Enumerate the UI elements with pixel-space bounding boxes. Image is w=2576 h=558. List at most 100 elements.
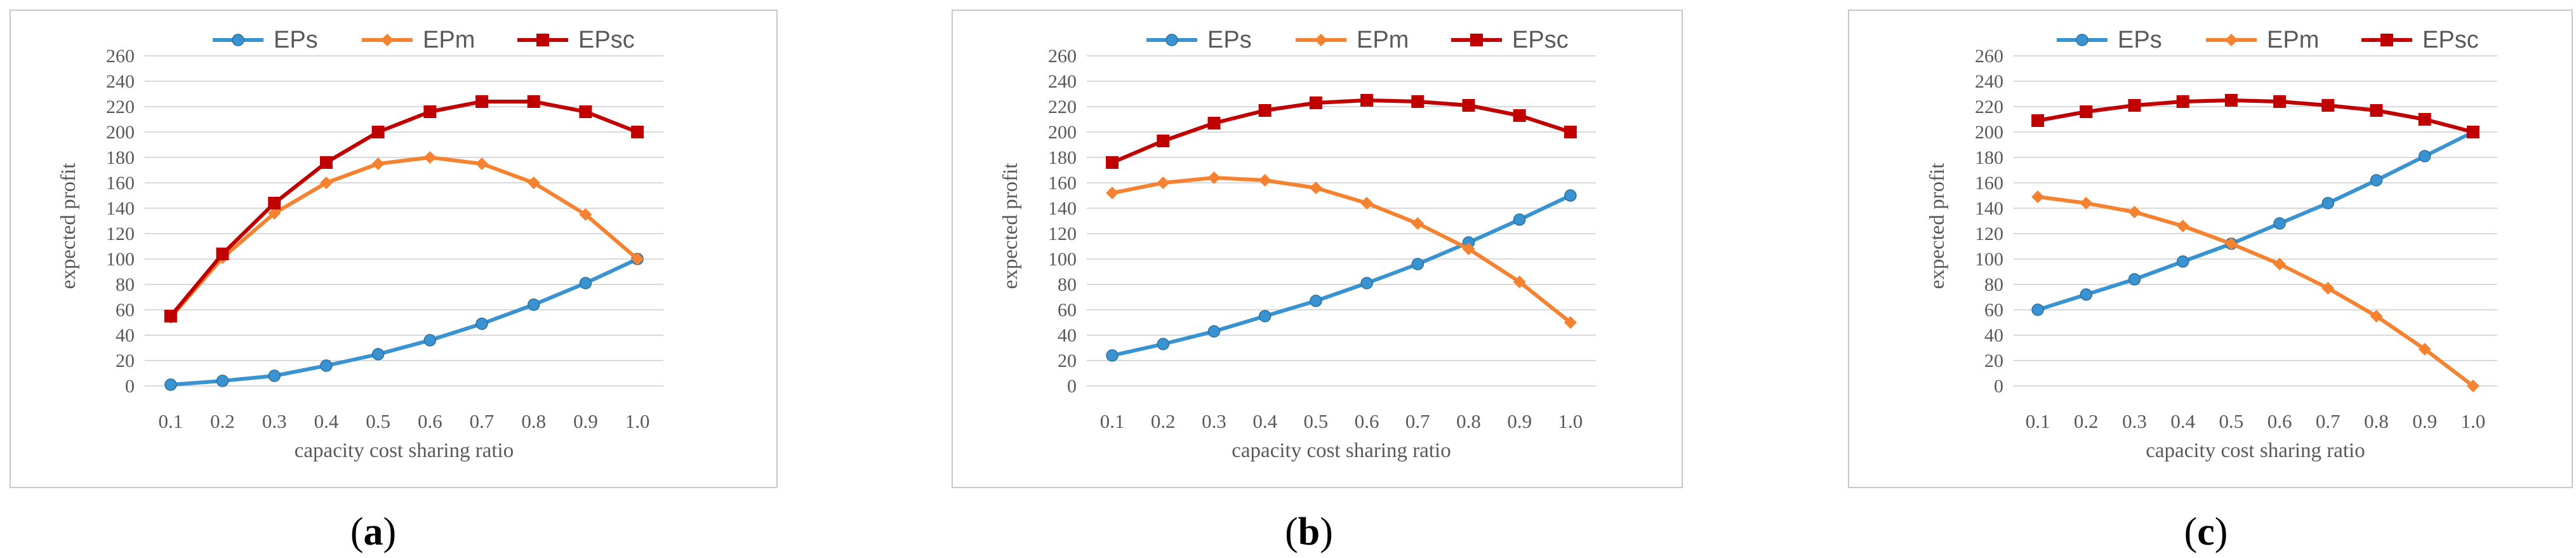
y-tick-label: 20: [116, 350, 135, 371]
y-tick-label: 20: [1984, 350, 2003, 371]
y-tick-label: 160: [1048, 173, 1077, 194]
data-point-epsc: [2031, 114, 2045, 127]
legend-marker-epsc: [1470, 34, 1483, 46]
data-point-epsc: [1258, 104, 1271, 117]
y-tick-label: 200: [1048, 122, 1077, 143]
data-point-eps: [164, 378, 177, 391]
x-tick-label: 0.1: [158, 410, 183, 432]
x-tick-label: 1.0: [2461, 410, 2486, 432]
legend-label-epm: EPm: [423, 27, 475, 53]
data-point-epsc: [2418, 113, 2431, 126]
data-point-epsc: [1106, 156, 1119, 169]
data-point-epm: [1106, 187, 1119, 199]
data-point-eps: [2370, 174, 2383, 187]
legend-marker-epsc: [536, 34, 549, 46]
data-point-epm: [1258, 174, 1271, 187]
y-axis-label: expected profit: [57, 163, 80, 289]
legend-label-eps: EPs: [274, 27, 318, 53]
x-tick-label: 1.0: [1558, 410, 1583, 432]
data-point-epm: [2031, 190, 2045, 203]
x-tick-label: 0.5: [1304, 410, 1329, 432]
x-tick-label: 0.5: [2219, 410, 2244, 432]
chart-panel-b: 0 20 40 60 80 100 120 140 160 180 200 220 240 260 0.1 0…: [952, 10, 1683, 554]
x-tick-label: 0.2: [210, 410, 235, 432]
data-point-epm: [2273, 258, 2287, 270]
data-point-eps: [2273, 217, 2286, 230]
data-point-epm: [1360, 197, 1374, 209]
data-point-epm: [2370, 310, 2383, 322]
legend-label-eps: EPs: [1207, 27, 1252, 53]
data-point-epsc: [631, 126, 644, 138]
data-point-epm: [1411, 217, 1424, 230]
y-tick-label: 140: [1048, 198, 1077, 219]
x-tick-label: 0.8: [521, 410, 546, 432]
data-point-eps: [1564, 189, 1577, 202]
series-line-epm: [1110, 176, 1572, 324]
y-tick-label: 180: [106, 147, 135, 168]
data-point-epsc: [2128, 99, 2141, 112]
data-point-eps: [579, 277, 592, 289]
y-tick-label: 220: [1048, 96, 1077, 117]
y-tick-label: 240: [1048, 71, 1077, 92]
data-point-eps: [423, 334, 437, 347]
y-tick-label: 220: [1975, 96, 2003, 117]
data-point-eps: [2080, 288, 2093, 301]
data-point-epsc: [268, 197, 281, 209]
y-tick-label: 120: [106, 223, 135, 244]
data-point-epm: [2080, 197, 2093, 209]
y-tick-label: 20: [1058, 350, 1077, 371]
legend-marker-eps: [232, 34, 244, 46]
data-point-epsc: [2466, 126, 2480, 138]
data-point-eps: [2176, 255, 2189, 268]
data-point-epsc: [1411, 95, 1424, 108]
data-point-epsc: [1157, 135, 1170, 147]
data-point-epsc: [164, 310, 177, 322]
data-point-epsc: [475, 95, 489, 108]
x-tick-label: 0.1: [1100, 410, 1125, 432]
y-tick-label: 100: [1048, 249, 1077, 270]
x-tick-label: 0.3: [1202, 410, 1226, 432]
data-point-epm: [2466, 380, 2480, 392]
data-point-epm: [1157, 176, 1170, 189]
data-point-epsc: [2176, 95, 2189, 108]
panel-label: (c): [2184, 510, 2228, 554]
data-point-epm: [371, 157, 385, 170]
panel-label: (b): [1285, 510, 1333, 554]
x-tick-label: 0.7: [2316, 410, 2340, 432]
data-point-epsc: [423, 105, 437, 118]
y-tick-label: 240: [1975, 71, 2003, 92]
data-point-epsc: [216, 248, 229, 260]
x-tick-label: 0.3: [262, 410, 287, 432]
y-tick-label: 80: [1058, 274, 1077, 295]
data-point-eps: [1513, 213, 1526, 226]
data-point-epm: [1564, 316, 1577, 329]
data-point-epm: [2418, 343, 2431, 355]
data-point-epsc: [1207, 117, 1221, 130]
y-tick-label: 100: [106, 249, 135, 270]
series-line-eps: [1110, 194, 1572, 357]
data-point-epm: [1513, 276, 1526, 288]
y-tick-label: 60: [116, 300, 135, 321]
series-line-eps: [2036, 130, 2475, 312]
y-tick-label: 80: [116, 274, 135, 295]
chart-panel-a: 0 20 40 60 80 100 120 140 160 180 200 220 240 260 0.1 0…: [10, 10, 778, 554]
data-point-epsc: [579, 105, 592, 118]
x-tick-label: 0.6: [1355, 410, 1379, 432]
data-point-epsc: [1360, 94, 1374, 107]
data-point-epsc: [371, 126, 385, 138]
data-point-eps: [320, 359, 333, 372]
x-tick-label: 0.7: [470, 410, 495, 432]
data-point-epm: [2224, 237, 2238, 250]
data-point-eps: [1258, 310, 1271, 322]
legend-marker-epm: [2225, 34, 2238, 46]
x-axis-label: capacity cost sharing ratio: [1232, 439, 1451, 462]
legend-label-epsc: EPsc: [2422, 27, 2479, 53]
legend: EPs EPm EPsc: [213, 27, 635, 53]
data-point-epsc: [527, 95, 540, 108]
data-point-eps: [1106, 349, 1119, 362]
legend-label-epsc: EPsc: [578, 27, 635, 53]
x-tick-label: 0.4: [1252, 410, 1277, 432]
x-axis-label: capacity cost sharing ratio: [2146, 439, 2365, 462]
data-point-epm: [475, 157, 489, 170]
